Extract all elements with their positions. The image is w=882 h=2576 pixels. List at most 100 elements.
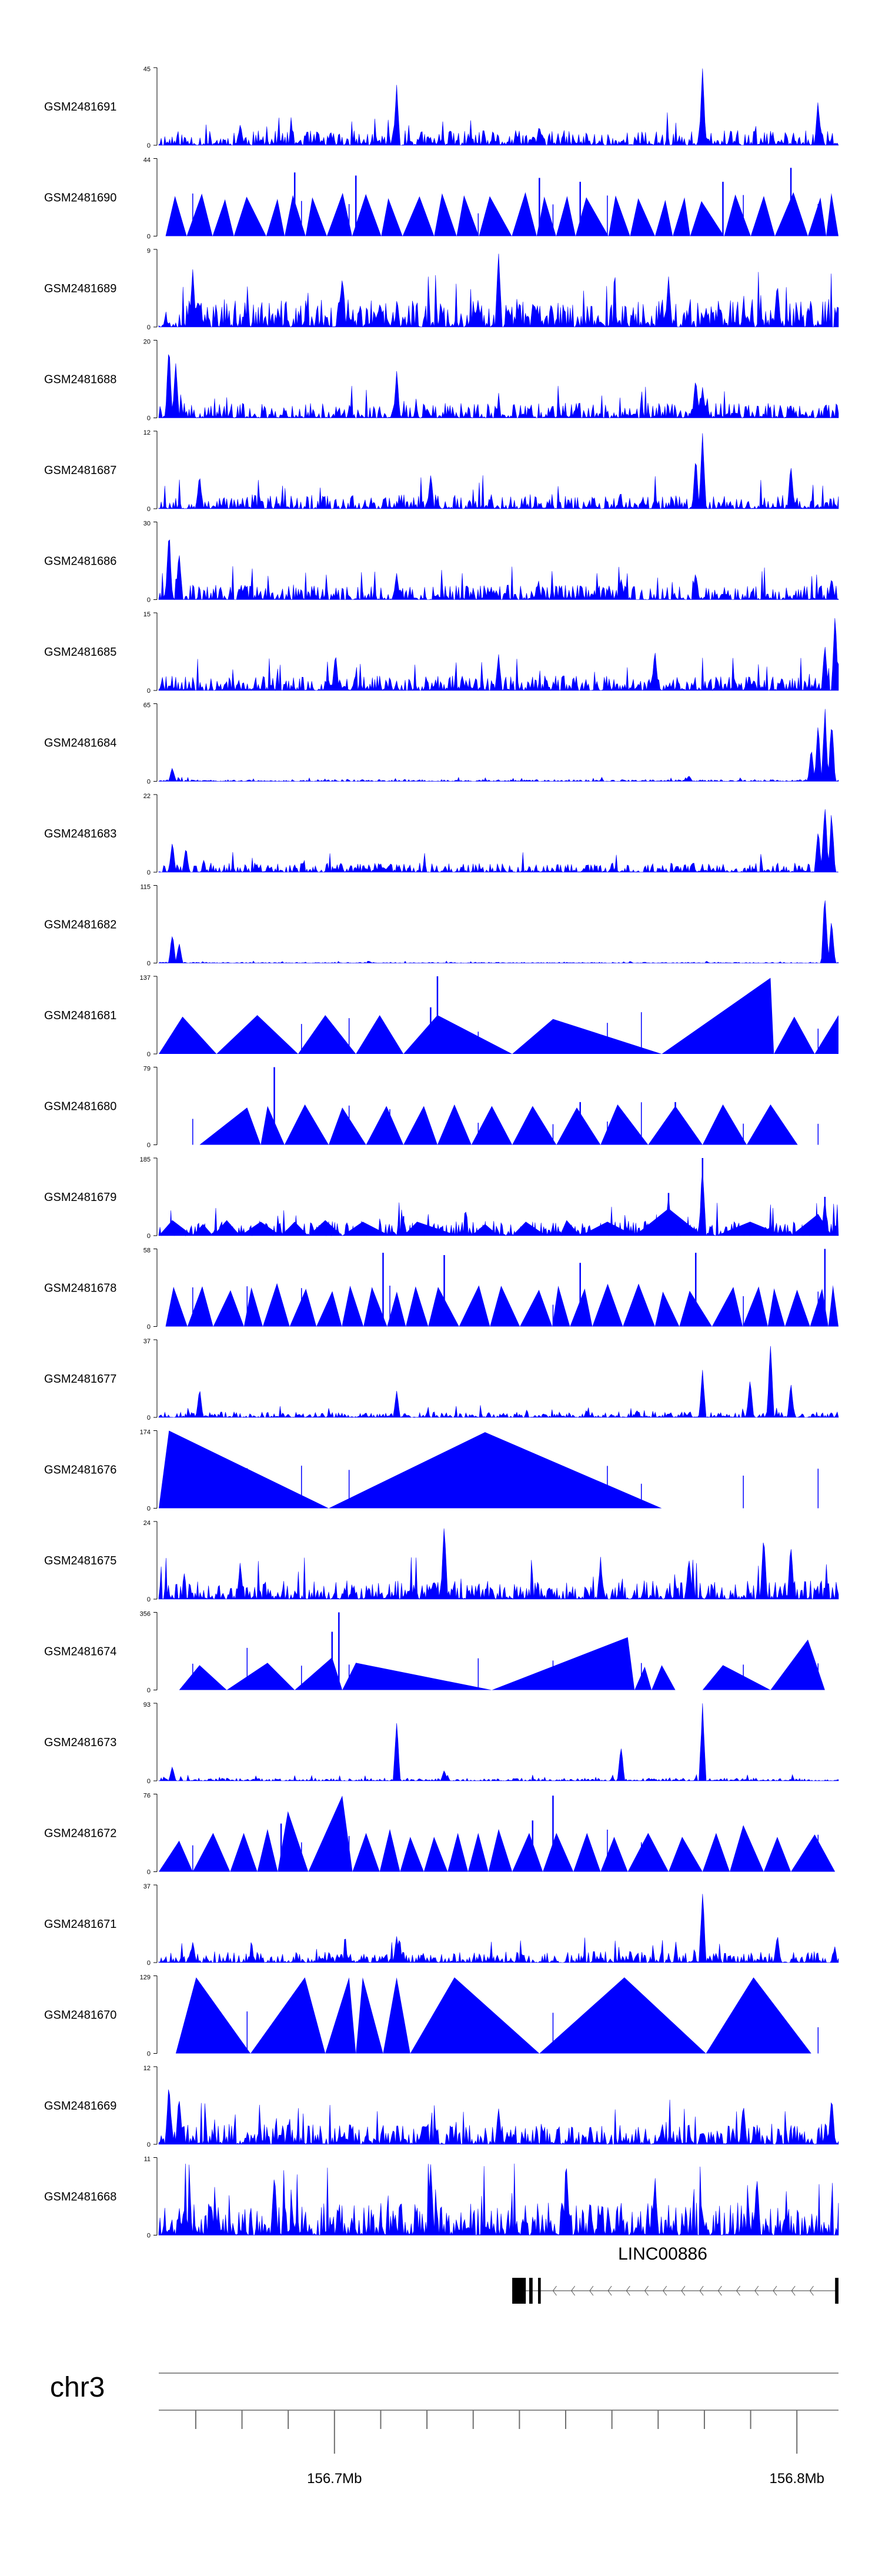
exon — [835, 2278, 838, 2304]
track-GSM2481668: GSM2481668 11 0 — [44, 2156, 839, 2240]
coverage-area — [158, 1528, 839, 1600]
strand-arrow — [552, 2285, 557, 2296]
track-GSM2481681: GSM2481681 137 0 — [44, 975, 838, 1058]
coverage-triangle — [654, 199, 673, 236]
track-GSM2481684: GSM2481684 65 0 — [44, 702, 839, 786]
track-label: GSM2481690 — [44, 192, 116, 205]
coverage-triangle — [298, 1015, 356, 1054]
coverage-triangle — [295, 1657, 343, 1690]
coverage-triangle — [257, 1828, 278, 1872]
y-max-label: 11 — [144, 2156, 151, 2163]
track-GSM2481676: GSM2481676 174 0 — [44, 1429, 819, 1513]
exon — [529, 2278, 533, 2304]
coverage-triangle — [329, 1432, 662, 1509]
y-max-label: 12 — [143, 429, 151, 436]
track-GSM2481687: GSM2481687 12 0 — [44, 429, 839, 513]
y-min-label: 0 — [147, 1142, 151, 1149]
coverage-triangle — [543, 1833, 574, 1872]
coverage-triangle — [730, 1825, 764, 1872]
track-label: GSM2481673 — [44, 1736, 116, 1749]
coverage-triangle — [356, 1977, 383, 2054]
track-label: GSM2481677 — [44, 1373, 116, 1386]
coverage-triangle — [716, 1222, 784, 1236]
strand-arrow — [571, 2285, 576, 2296]
coverage-triangle — [471, 1224, 499, 1236]
coverage-triangle — [284, 1104, 329, 1145]
track-GSM2481678: GSM2481678 58 0 — [44, 1247, 838, 1331]
coverage-triangle — [159, 1220, 193, 1236]
coverage-triangle — [192, 1833, 230, 1872]
coverage-triangle — [159, 1016, 217, 1054]
coverage-triangle — [724, 194, 751, 236]
coverage-triangle — [410, 1977, 540, 2054]
coverage-triangle — [488, 1828, 513, 1872]
coverage-triangle — [459, 1285, 490, 1327]
y-min-label: 0 — [147, 1596, 151, 1603]
y-min-label: 0 — [147, 415, 151, 422]
coverage-triangle — [230, 1833, 258, 1872]
track-label: GSM2481675 — [44, 1554, 116, 1567]
track-GSM2481683: GSM2481683 22 0 — [44, 793, 839, 876]
coverage-triangle — [262, 1283, 290, 1327]
track-label: GSM2481684 — [44, 737, 116, 750]
coverage-triangle — [600, 1104, 649, 1145]
track-label: GSM2481668 — [44, 2191, 116, 2204]
coverage-triangle — [512, 1106, 557, 1145]
y-min-label: 0 — [147, 1960, 151, 1967]
y-max-label: 58 — [143, 1247, 151, 1254]
coverage-triangle — [492, 1637, 635, 1690]
track-label: GSM2481676 — [44, 1464, 116, 1477]
gene-name: LINC00886 — [618, 2244, 707, 2264]
y-max-label: 30 — [143, 520, 151, 528]
coverage-triangle — [575, 197, 609, 236]
coverage-triangle — [289, 1289, 317, 1327]
coverage-triangle — [326, 192, 352, 236]
coverage-triangle — [281, 1222, 309, 1236]
coverage-triangle — [826, 193, 838, 236]
track-GSM2481673: GSM2481673 93 0 — [44, 1701, 839, 1785]
track-GSM2481690: GSM2481690 44 0 — [44, 157, 838, 241]
track-GSM2481670: GSM2481670 129 0 — [44, 1974, 819, 2058]
coverage-triangle — [434, 193, 457, 236]
strand-arrow — [773, 2285, 777, 2296]
coverage-triangle — [600, 1837, 628, 1872]
track-label: GSM2481686 — [44, 555, 116, 568]
y-max-label: 22 — [143, 793, 151, 800]
coverage-triangle — [423, 1837, 448, 1872]
track-label: GSM2481682 — [44, 919, 116, 932]
track-label: GSM2481687 — [44, 464, 116, 477]
coverage-triangle — [402, 196, 435, 236]
coverage-area — [158, 253, 839, 328]
coverage-triangle — [630, 198, 655, 236]
coverage-triangle — [512, 1019, 662, 1054]
coverage-triangle — [165, 1286, 188, 1327]
y-max-label: 20 — [143, 339, 151, 346]
coverage-triangle — [381, 198, 403, 236]
y-max-label: 12 — [143, 2065, 151, 2072]
coverage-triangle — [512, 192, 537, 236]
coverage-area — [158, 809, 839, 873]
coverage-triangle — [560, 1220, 580, 1236]
coverage-triangle — [226, 1663, 295, 1690]
coverage-triangle — [240, 1222, 282, 1236]
coverage-triangle — [552, 1286, 570, 1327]
coverage-triangle — [216, 1015, 298, 1054]
track-GSM2481685: GSM2481685 15 0 — [44, 611, 839, 695]
strand-arrow — [589, 2285, 594, 2296]
coverage-triangle — [213, 1290, 244, 1327]
y-min-label: 0 — [147, 2051, 151, 2058]
coverage-triangle — [767, 1288, 785, 1327]
coverage-triangle — [243, 1287, 263, 1327]
track-label: GSM2481685 — [44, 646, 116, 659]
y-min-label: 0 — [147, 233, 151, 241]
coverage-triangle — [556, 196, 576, 236]
y-max-label: 37 — [143, 1883, 151, 1890]
strand-arrow — [663, 2285, 667, 2296]
coverage-area — [158, 354, 839, 419]
y-max-label: 129 — [140, 1974, 151, 1981]
track-label: GSM2481689 — [44, 282, 116, 295]
y-min-label: 0 — [147, 1869, 151, 1876]
coverage-triangle — [383, 1977, 410, 2054]
coverage-triangle — [573, 1833, 601, 1872]
